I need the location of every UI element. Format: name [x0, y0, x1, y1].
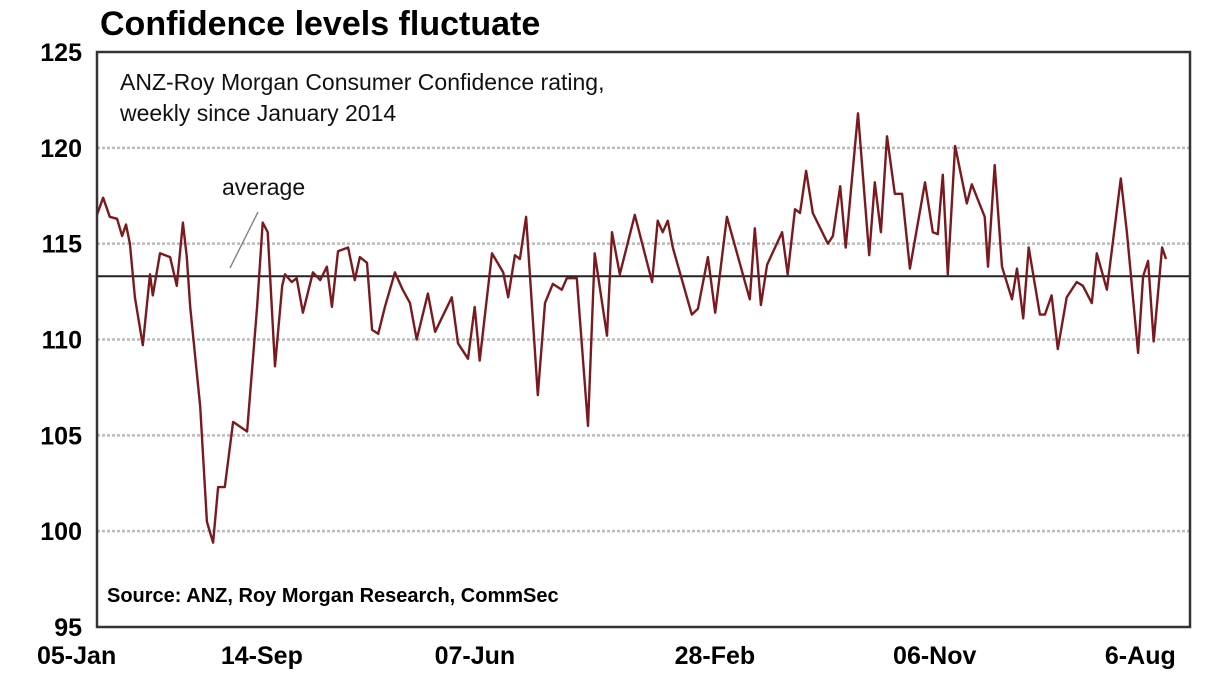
- y-tick-label: 100: [40, 518, 82, 546]
- subtitle-line-1: ANZ-Roy Morgan Consumer Confidence ratin…: [120, 69, 604, 95]
- y-axis-ticks: 95 100 105 110 115 120 125: [40, 39, 82, 642]
- x-tick-label: 07-Jun: [435, 642, 516, 670]
- x-tick-label: 6-Aug: [1105, 642, 1176, 670]
- y-tick-label: 120: [40, 135, 82, 163]
- x-tick-label: 28-Feb: [675, 642, 756, 670]
- plot-frame: [95, 50, 1192, 629]
- x-tick-label: 14-Sep: [221, 642, 303, 670]
- subtitle-line-2: weekly since January 2014: [119, 100, 396, 126]
- x-axis-ticks: 05-Jan 14-Sep 07-Jun 28-Feb 06-Nov 6-Aug: [37, 642, 1176, 670]
- average-pointer-line: [229, 211, 259, 269]
- x-tick-label: 05-Jan: [37, 642, 116, 670]
- source-note: Source: ANZ, Roy Morgan Research, CommSe…: [107, 585, 559, 607]
- y-tick-label: 125: [40, 39, 82, 67]
- y-tick-label: 110: [42, 327, 82, 355]
- y-tick-label: 105: [40, 422, 82, 450]
- gridlines: [97, 146, 1190, 533]
- x-tick-label: 06-Nov: [893, 642, 976, 670]
- y-tick-label: 115: [42, 231, 82, 259]
- confidence-series-line: [95, 112, 1168, 544]
- average-label: average: [222, 174, 305, 200]
- chart-title: Confidence levels fluctuate: [100, 5, 540, 43]
- y-tick-label: 95: [54, 614, 82, 642]
